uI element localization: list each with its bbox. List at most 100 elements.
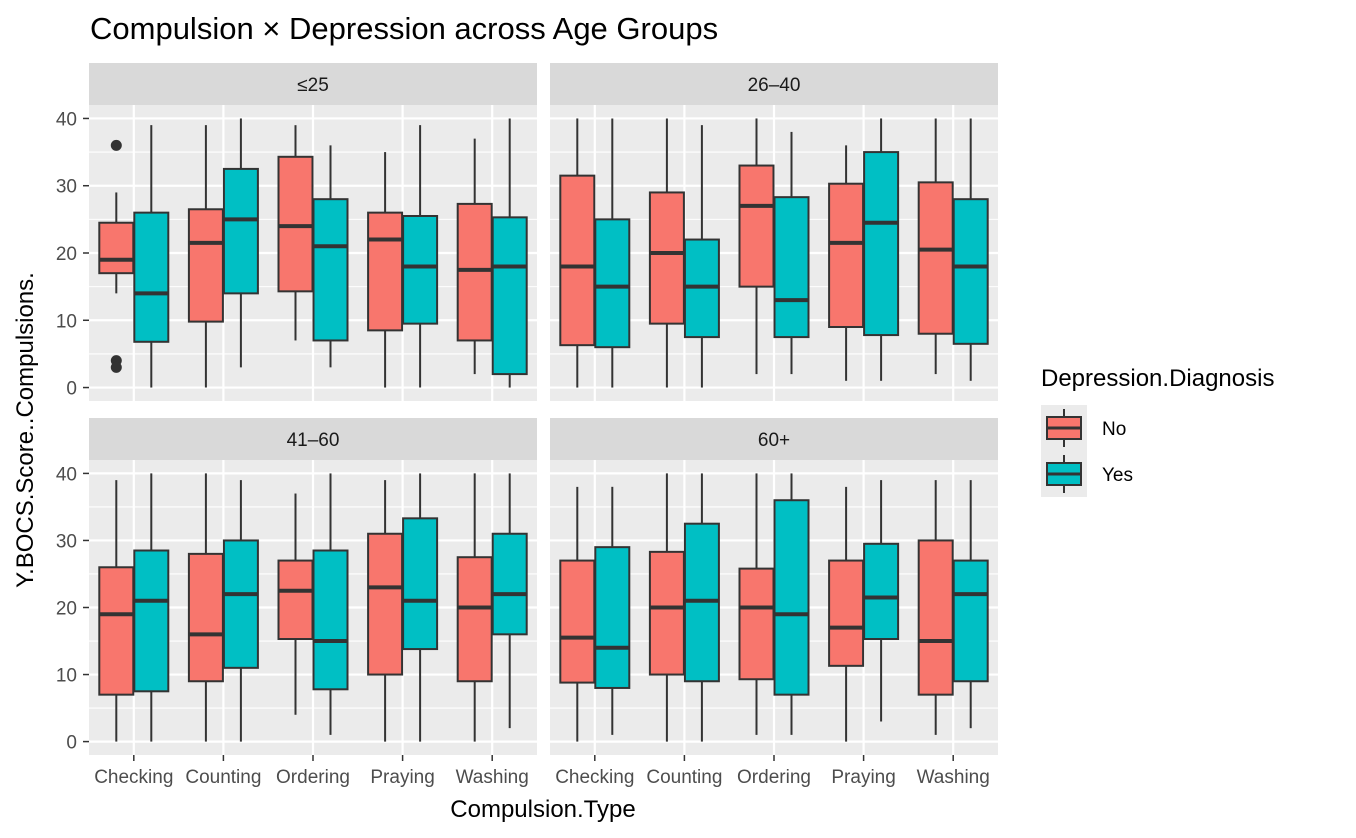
- boxplot-ordering-yes: [773, 131, 810, 375]
- facet-strip: [550, 418, 998, 460]
- boxplot-checking-yes: [133, 473, 170, 742]
- facet-strip-label: ≤25: [297, 75, 329, 96]
- x-axis-title: Compulsion.Type: [450, 796, 635, 823]
- box-iqr: [277, 559, 314, 641]
- boxplot-washing-no: [917, 480, 954, 735]
- box-iqr: [648, 191, 685, 325]
- box-iqr: [917, 181, 954, 335]
- facet-strip: [89, 63, 537, 105]
- boxplot-checking-yes: [594, 486, 631, 735]
- y-tick-label: 10: [56, 311, 77, 332]
- y-tick-label: 30: [56, 177, 77, 198]
- y-tick-label: 40: [56, 109, 77, 130]
- x-tick-label: Washing: [917, 767, 990, 788]
- box-iqr: [952, 198, 989, 345]
- legend-label: No: [1102, 419, 1126, 440]
- boxplot-praying-no: [367, 480, 404, 742]
- box-iqr: [133, 549, 170, 693]
- boxplot-counting-yes: [222, 118, 259, 368]
- box-iqr: [828, 182, 865, 328]
- boxplot-praying-yes: [863, 480, 900, 722]
- box-iqr: [559, 559, 596, 684]
- x-tick-label: Washing: [456, 767, 529, 788]
- boxplot-washing-no: [456, 138, 493, 375]
- panels-layer: ≤25 0 10 20 30 40 26–40 41–60 0 10 20 30 40 Checking C…: [56, 63, 998, 788]
- box-iqr: [222, 539, 259, 669]
- box-iqr: [559, 174, 596, 347]
- boxplot-counting-yes: [222, 480, 259, 742]
- y-tick-label: 20: [56, 599, 77, 620]
- boxplot-praying-yes: [863, 118, 900, 381]
- facet-strip: [550, 63, 998, 105]
- box-iqr: [367, 211, 404, 332]
- outlier-point: [110, 361, 122, 373]
- facet-panel: 26–40: [550, 63, 998, 401]
- facet-panel: 60+ Checking Counting Ordering Praying Washin…: [550, 418, 998, 788]
- boxplot-washing-yes: [952, 118, 989, 381]
- box-iqr: [456, 202, 493, 342]
- box-iqr: [773, 196, 810, 339]
- y-tick-label: 0: [66, 733, 77, 754]
- box-iqr: [133, 211, 170, 343]
- boxplot-checking-yes: [594, 118, 631, 388]
- boxplot-ordering-yes: [773, 473, 810, 735]
- boxplot-praying-yes: [402, 125, 439, 388]
- box-iqr: [863, 542, 900, 641]
- legend-entry-no: No: [1041, 405, 1126, 451]
- boxplot-washing-yes: [491, 473, 528, 729]
- y-tick-label: 40: [56, 464, 77, 485]
- boxplot-checking-no: [98, 139, 135, 373]
- outlier-point: [110, 139, 122, 151]
- box-iqr: [952, 559, 989, 683]
- x-tick-label: Praying: [831, 767, 895, 788]
- box-iqr: [187, 552, 224, 683]
- box-iqr: [917, 539, 954, 696]
- legend: Depression.Diagnosis No Yes: [1041, 365, 1274, 497]
- y-tick-label: 10: [56, 666, 77, 687]
- boxplot-washing-yes: [952, 480, 989, 729]
- facet-strip-label: 41–60: [287, 430, 340, 451]
- box-iqr: [594, 546, 631, 689]
- box-iqr: [738, 567, 775, 681]
- box-iqr: [98, 566, 135, 696]
- boxplot-counting-no: [187, 473, 224, 742]
- boxplot-ordering-yes: [312, 473, 349, 735]
- x-tick-label: Praying: [370, 767, 434, 788]
- legend-entry-yes: Yes: [1041, 451, 1133, 497]
- y-tick-label: 0: [66, 379, 77, 400]
- boxplot-praying-yes: [402, 473, 439, 742]
- legend-entries: No Yes: [1041, 405, 1133, 497]
- boxplot-counting-no: [648, 473, 685, 742]
- box-iqr: [312, 549, 349, 691]
- x-tick-label: Counting: [185, 767, 261, 788]
- boxplot-counting-yes: [683, 473, 720, 742]
- facet-strip: [89, 418, 537, 460]
- y-tick-label: 20: [56, 244, 77, 265]
- box-iqr: [277, 155, 314, 293]
- facet-strip-label: 60+: [758, 430, 790, 451]
- x-tick-label: Checking: [555, 767, 634, 788]
- boxplot-checking-no: [559, 118, 596, 388]
- facet-panel: 41–60 0 10 20 30 40 Checking Counting Ordering Pr…: [56, 418, 537, 788]
- x-tick-label: Ordering: [737, 767, 811, 788]
- box-iqr: [863, 151, 900, 337]
- box-iqr: [222, 167, 259, 295]
- x-tick-label: Counting: [646, 767, 722, 788]
- boxplot-praying-no: [828, 145, 865, 381]
- box-iqr: [98, 221, 135, 275]
- boxplot-checking-no: [98, 480, 135, 742]
- box-iqr: [594, 218, 631, 349]
- box-iqr: [367, 532, 404, 676]
- boxplot-counting-no: [187, 125, 224, 388]
- facet-panel: ≤25 0 10 20 30 40: [56, 63, 537, 401]
- box-iqr: [773, 499, 810, 696]
- chart-title: Compulsion × Depression across Age Group…: [90, 11, 718, 46]
- box-iqr: [648, 550, 685, 676]
- box-iqr: [312, 198, 349, 342]
- y-axis-title: Y.BOCS.Score..Compulsions.: [12, 272, 39, 588]
- boxplot-checking-yes: [133, 125, 170, 388]
- box-iqr: [402, 517, 439, 651]
- facet-strip-label: 26–40: [748, 75, 801, 96]
